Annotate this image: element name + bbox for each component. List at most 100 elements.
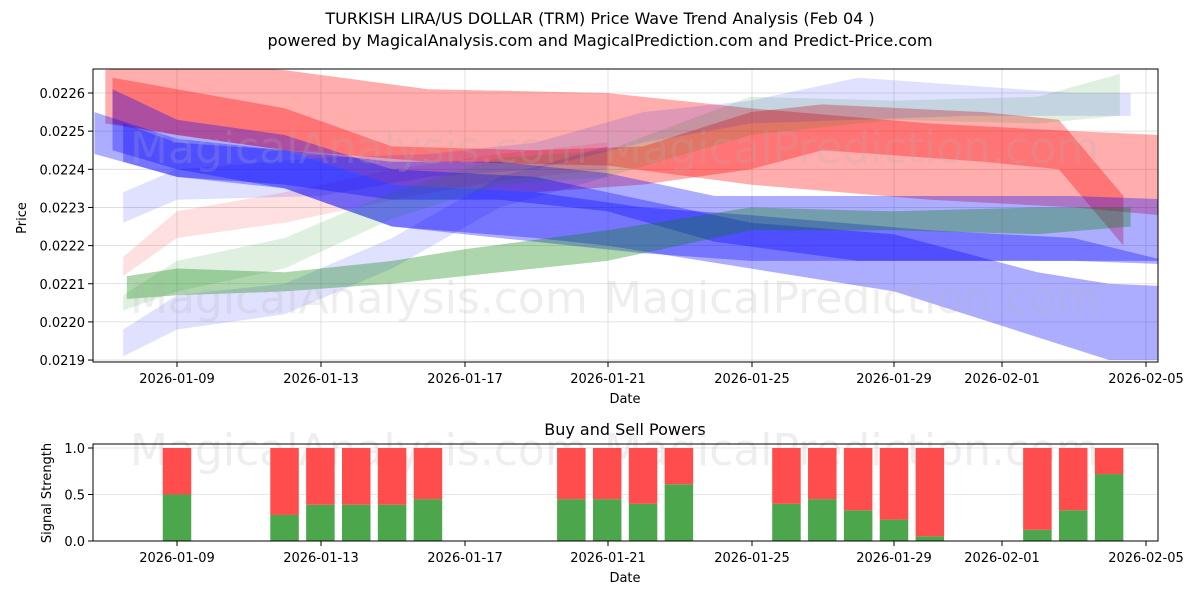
bar-2026-01-15: [377, 448, 407, 541]
watermark-prediction-bottom: MagicalPrediction.com: [604, 273, 1099, 324]
price-y-axis-label: Price: [15, 202, 30, 234]
price-grid: [93, 69, 1158, 362]
price-plot-area: [93, 69, 1158, 362]
price-y-tick-label: 0.0222: [40, 240, 86, 255]
price-x-axis: 2026-01-09 2026-01-13 2026-01-17 2026-01-21…: [139, 362, 1184, 387]
buy-bar-segment: [270, 514, 299, 541]
sell-bar-segment: [843, 448, 873, 511]
red-wave-band: [123, 142, 608, 277]
price-x-axis-label: Date: [609, 392, 640, 407]
sell-bar-segment: [772, 448, 801, 504]
sell-bar-segment: [557, 448, 586, 500]
price-x-tick-label: 2026-01-09: [139, 372, 215, 387]
watermark-analysis-top: MagicalAnalysis.com: [130, 123, 588, 174]
price-y-tick-label: 0.0226: [40, 87, 86, 102]
sell-bar-segment: [413, 448, 443, 500]
bar-2026-02-03: [1059, 448, 1088, 541]
sell-bar-segment: [592, 448, 622, 500]
price-wave-bands: [94, 69, 1158, 360]
chart-subtitle: powered by MagicalAnalysis.com and Magic…: [267, 31, 933, 50]
bar-2026-01-23: [664, 448, 694, 541]
sell-bar-segment: [664, 448, 694, 485]
blue-wave-band: [94, 112, 1158, 261]
buy-bar-segment: [342, 504, 371, 541]
buy-sell-title: Buy and Sell Powers: [544, 420, 706, 439]
buy-sell-chart: Buy and Sell Powers MagicalAnalysis.com …: [40, 420, 1184, 586]
bar-x-tick-label: 2026-02-01: [964, 551, 1040, 566]
bar-x-tick-label: 2026-01-13: [283, 551, 359, 566]
sell-bar-segment: [1094, 448, 1124, 475]
sell-bar-segment: [270, 448, 299, 515]
sell-bar-segment: [306, 448, 335, 505]
bar-x-axis: 2026-01-09 2026-01-13 2026-01-17 2026-01-21…: [139, 541, 1184, 566]
buy-bar-segment: [1094, 474, 1124, 541]
price-plot-frame: [92, 68, 1159, 363]
price-x-tick-label: 2026-01-21: [570, 372, 646, 387]
price-y-tick-label: 0.0219: [40, 354, 86, 369]
watermark-analysis-bottom: MagicalAnalysis.com: [130, 273, 588, 324]
bar-x-tick-label: 2026-01-25: [714, 551, 790, 566]
buy-sell-bars: [162, 448, 1124, 541]
price-x-tick-label: 2026-02-05: [1108, 372, 1184, 387]
bar-y-tick-label: 0.5: [64, 489, 85, 504]
bar-y-axis-label: Signal Strength: [40, 443, 55, 543]
price-y-tick-label: 0.0223: [40, 201, 86, 216]
buy-bar-segment: [306, 504, 335, 541]
buy-bar-segment: [843, 510, 873, 541]
bar-2026-01-28: [843, 448, 873, 541]
bar-x-tick-label: 2026-02-05: [1108, 551, 1184, 566]
buy-bar-segment: [664, 484, 694, 541]
sell-bar-segment: [1023, 448, 1052, 530]
price-x-tick-label: 2026-01-13: [283, 372, 359, 387]
red-wave-band: [112, 77, 1124, 246]
bar-plot-frame: [92, 443, 1159, 542]
bar-2026-02-04: [1094, 448, 1124, 541]
bar-2026-01-09: [162, 448, 192, 541]
bar-2026-01-14: [342, 448, 371, 541]
chart-title: TURKISH LIRA/US DOLLAR (TRM) Price Wave …: [325, 9, 875, 28]
buy-bar-segment: [413, 499, 443, 541]
bar-2026-01-22: [628, 448, 658, 541]
sell-bar-segment: [808, 448, 837, 500]
price-y-tick-label: 0.0221: [40, 278, 86, 293]
bar-2026-02-02: [1023, 448, 1052, 541]
price-chart: MagicalAnalysis.com MagicalPrediction.co…: [15, 68, 1184, 407]
buy-bar-segment: [772, 503, 801, 541]
bar-2026-01-13: [306, 448, 335, 541]
bar-2026-01-29: [879, 448, 909, 541]
price-y-tick-label: 0.0220: [40, 316, 86, 331]
sell-bar-segment: [377, 448, 407, 505]
buy-bar-segment: [1059, 510, 1088, 541]
blue-wave-band: [123, 146, 608, 357]
bar-x-axis-label: Date: [609, 571, 640, 586]
bar-x-tick-label: 2026-01-29: [856, 551, 932, 566]
bar-2026-01-26: [772, 448, 801, 541]
bar-2026-01-30: [915, 448, 945, 541]
price-x-tick-label: 2026-02-01: [964, 372, 1040, 387]
bar-2026-01-16: [413, 448, 443, 541]
red-wave-band: [105, 69, 1158, 215]
buy-bar-segment: [557, 499, 586, 541]
watermark-prediction-top: MagicalPrediction.com: [604, 123, 1099, 174]
buy-bar-segment: [162, 494, 192, 541]
bar-x-tick-label: 2026-01-21: [570, 551, 646, 566]
blue-wave-band: [123, 77, 1131, 223]
sell-bar-segment: [342, 448, 371, 505]
price-y-tick-label: 0.0225: [40, 125, 86, 140]
buy-bar-segment: [915, 536, 945, 541]
sell-bar-segment: [915, 448, 945, 537]
buy-bar-segment: [628, 503, 658, 541]
sell-bar-segment: [879, 448, 909, 520]
bar-2026-01-12: [270, 448, 299, 541]
buy-bar-segment: [377, 504, 407, 541]
bar-x-tick-label: 2026-01-17: [427, 551, 503, 566]
buy-bar-segment: [808, 499, 837, 541]
buy-bar-segment: [1023, 529, 1052, 541]
bar-y-tick-label: 1.0: [64, 442, 85, 457]
bar-x-tick-label: 2026-01-09: [139, 551, 215, 566]
price-x-tick-label: 2026-01-29: [856, 372, 932, 387]
price-y-tick-label: 0.0224: [40, 163, 86, 178]
blue-wave-band: [112, 89, 1158, 360]
buy-bar-segment: [592, 499, 622, 541]
